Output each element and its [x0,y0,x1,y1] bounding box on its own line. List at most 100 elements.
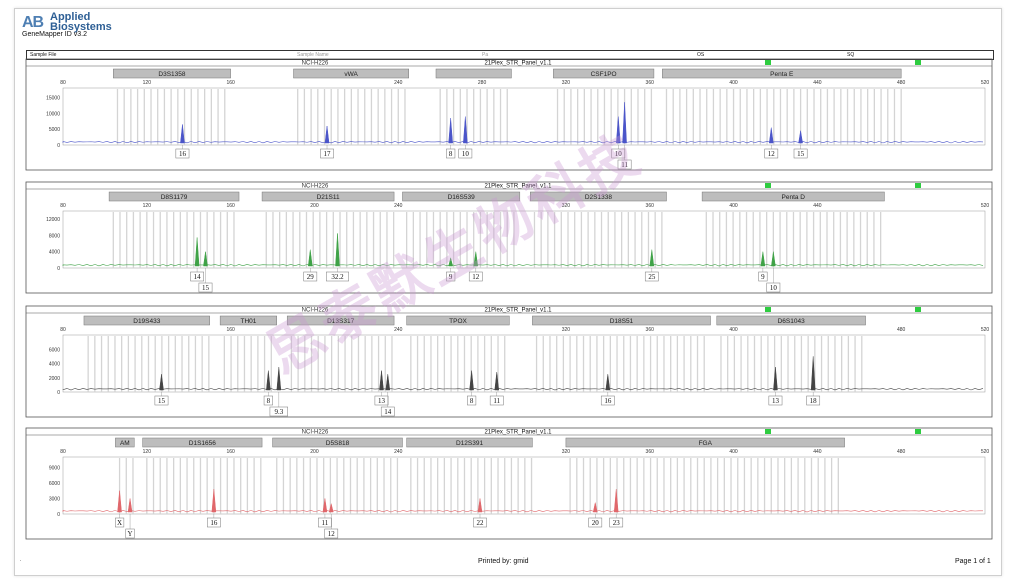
peak [159,374,164,391]
allele-call-box [617,159,632,170]
peak [760,251,766,267]
marker-label: D2S1338 [585,194,612,201]
marker-bar [293,68,409,79]
x-tick-label: 320 [562,327,571,333]
plot-area [62,334,986,393]
panel-name: 21Plex_STR_Panel_v1.1 [484,61,552,67]
report-frame [14,8,1002,576]
marker-bar [406,315,510,326]
allele-call-label: 11 [322,519,329,527]
x-tick-label: 480 [897,327,906,333]
peak [622,102,627,144]
allele-call-box [446,148,456,159]
peak [463,116,468,144]
marker-bar [142,437,263,448]
sample-header-table: Sample File Sample Name Pa OS SQ [26,50,994,60]
allele-call-label: 10 [770,284,778,292]
marker-label: D1S1656 [189,440,216,447]
x-tick-label: 400 [729,203,738,209]
marker-label: D19S433 [133,318,160,325]
x-tick-label: 120 [143,203,152,209]
peak [266,370,271,391]
x-tick-label: 520 [981,327,990,333]
allele-call-label: 11 [621,161,628,169]
y-tick-label: 6000 [49,481,60,487]
x-tick-label: 360 [646,449,655,455]
allele-call-box [766,282,781,293]
x-tick-label: 80 [60,203,66,209]
marker-label: D6S1043 [778,318,805,325]
status-indicator [915,307,921,312]
y-tick-label: 3000 [49,496,60,502]
peak [469,370,474,391]
allele-call-label: Y [128,530,133,538]
header-os: OS [697,52,705,58]
y-tick-label: 2000 [49,376,60,382]
allele-call-box [198,282,213,293]
x-tick-label: 360 [646,327,655,333]
peak [127,498,133,513]
peak [605,374,611,391]
allele-call-label: 15 [202,284,210,292]
allele-call-box [303,271,318,282]
peak [211,489,217,513]
x-tick-label: 320 [562,203,571,209]
y-tick-label: 8000 [49,233,60,239]
peak [649,249,655,267]
allele-call-label: 11 [493,397,500,405]
x-tick-label: 320 [562,80,571,86]
peak [385,374,391,391]
app-title: GeneMapper ID v3.2 [22,31,87,38]
y-tick-label: 0 [57,512,60,518]
allele-call-label: 9 [761,273,765,281]
allele-call-label: 22 [476,519,484,527]
header-sq: SQ [847,52,855,58]
x-tick-label: 400 [729,327,738,333]
x-tick-label: 520 [981,203,990,209]
x-tick-label: 200 [310,203,319,209]
marker-bar [716,315,866,326]
printed-by: Printed by: gmid [478,558,529,565]
y-tick-label: 12000 [46,217,60,223]
allele-call-box [600,395,615,406]
marker-label: D8S1179 [161,194,188,201]
allele-call-label: 18 [810,397,818,405]
marker-label: D5S818 [326,440,350,447]
panel-name: 21Plex_STR_Panel_v1.1 [484,308,552,314]
status-indicator [915,60,921,65]
baseline-trace [62,388,984,391]
marker-label: AM [120,440,130,447]
marker-bar [435,68,512,79]
marker-label: D16S539 [448,194,475,201]
allele-call-box [380,406,395,417]
panel-border [25,181,993,294]
x-tick-label: 120 [143,449,152,455]
allele-call-box [458,148,473,159]
allele-call-box [263,395,273,406]
allele-call-label: 13 [378,397,386,405]
y-tick-label: 15000 [46,96,60,102]
y-tick-label: 5000 [49,127,60,133]
peak [203,251,208,267]
allele-call-label: 23 [613,519,621,527]
x-tick-label: 320 [562,449,571,455]
plot-area [62,87,986,146]
panel-border [25,58,993,171]
y-tick-label: 0 [57,266,60,272]
marker-label: D21S11 [317,194,340,201]
allele-call-box [489,395,504,406]
x-tick-label: 240 [394,203,403,209]
peak [379,370,384,391]
marker-bar [701,191,885,202]
chart-panel-3: NCI-H226 21Plex_STR_Panel_v1.1 D19S433 TH01… [25,305,993,418]
applied-biosystems-logo: AB Applied Biosystems [22,12,162,42]
panel-border [25,305,993,418]
marker-label: D13S317 [327,318,354,325]
peak [494,372,500,391]
x-tick-label: 120 [143,80,152,86]
panel-border [25,427,993,540]
marker-bar [108,191,240,202]
sample-name: NCI-H226 [302,308,329,314]
allele-call-label: 17 [324,150,332,158]
allele-call-box [768,395,783,406]
